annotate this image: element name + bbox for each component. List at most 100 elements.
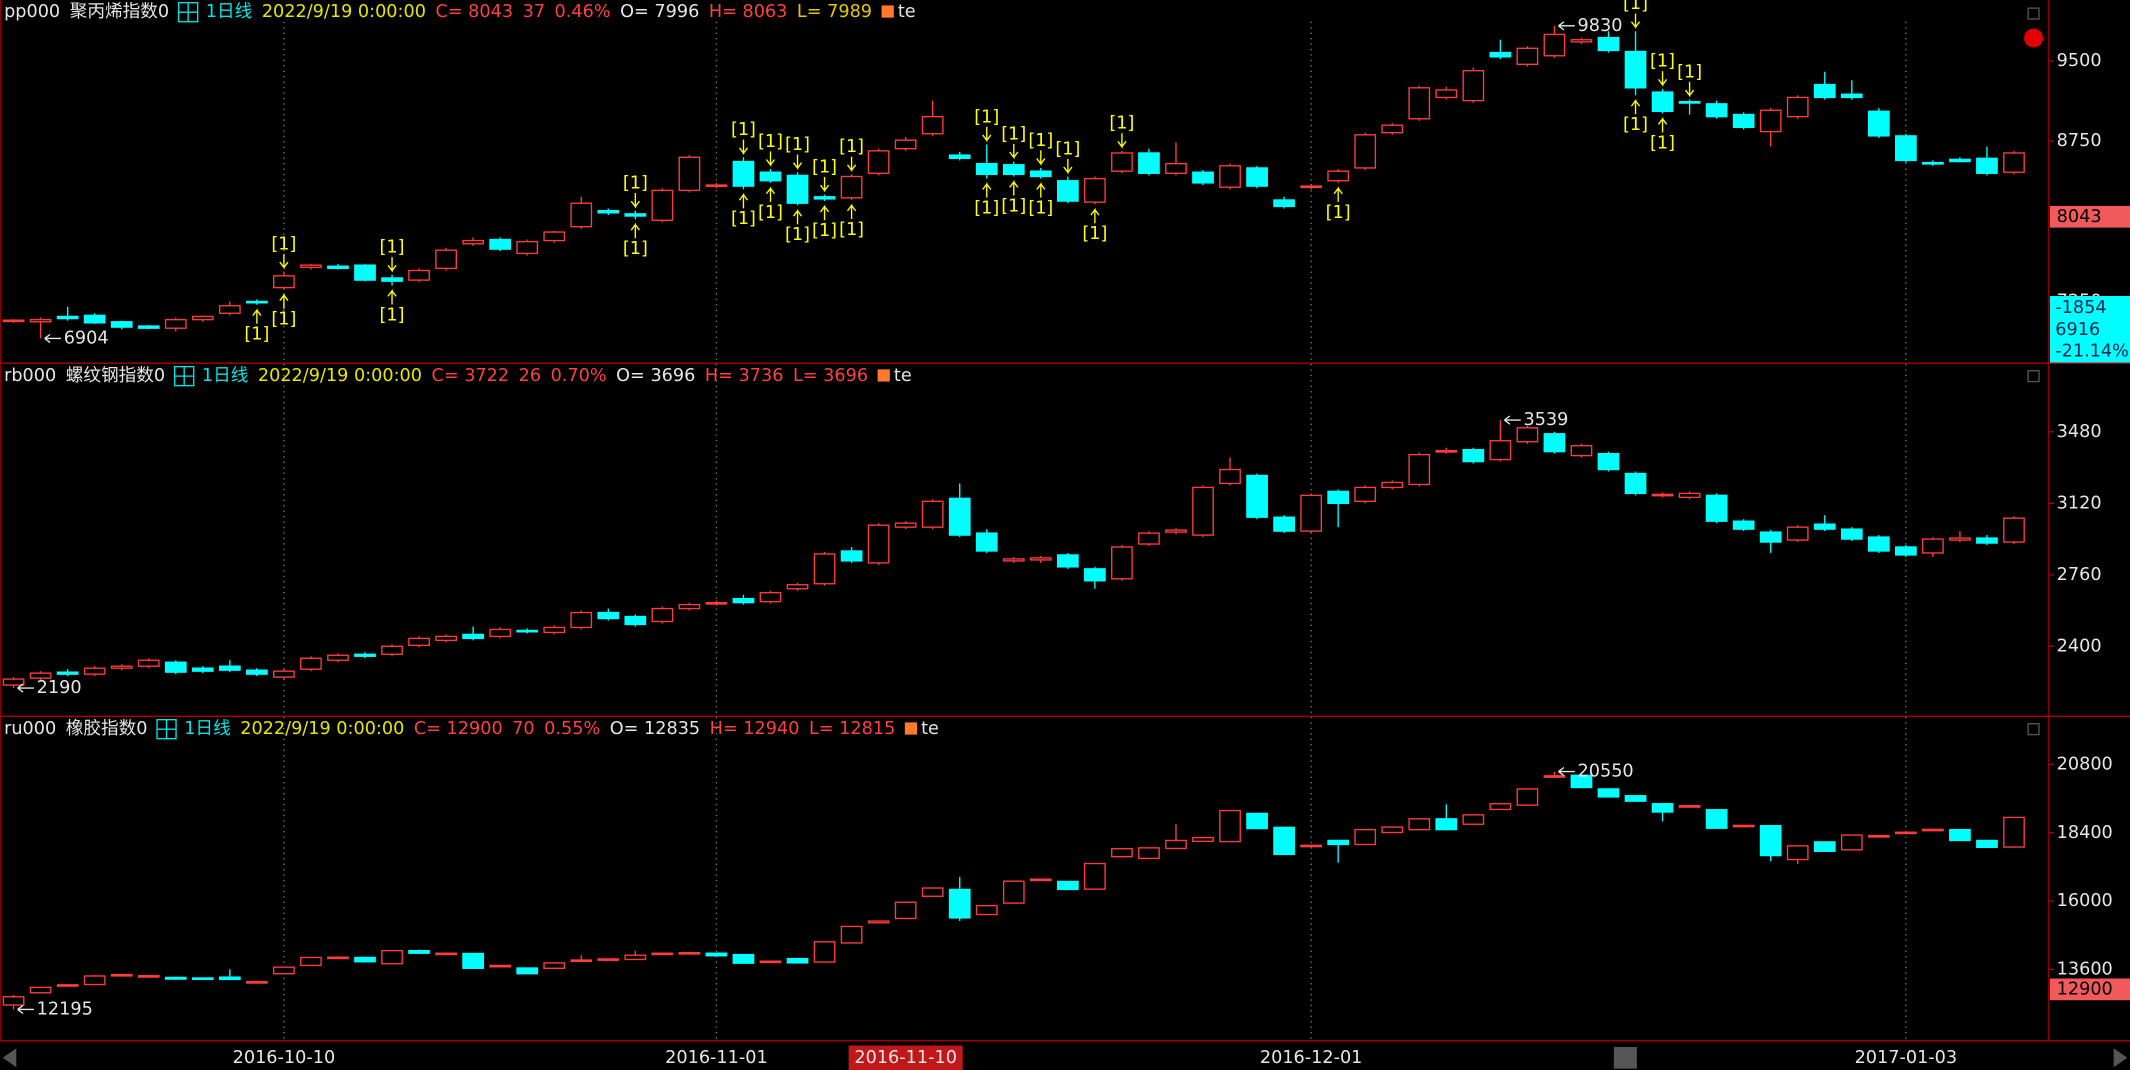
candle-body [732,953,755,964]
panel-button[interactable] [2027,7,2040,20]
candle-body [543,626,566,634]
candle-body [1732,824,1755,828]
scroll-thumb[interactable] [1613,1046,1637,1069]
price-tag [2049,205,2130,228]
sell-signal: [1] [1055,139,1080,159]
sell-signal: [1] [839,137,864,157]
sell-arrow [1117,133,1127,149]
candle-body [975,532,998,552]
scroll-left[interactable] [2,1048,17,1068]
sell-signal: [1] [1650,52,1675,72]
y-tick-label: 16000 [2057,891,2113,911]
candle-body [705,184,728,188]
candle-body [489,964,512,968]
candle-body [246,669,268,675]
candle-body [435,952,457,956]
header-text: 橡胶指数0 [66,718,148,739]
candle-body [1165,839,1187,850]
panel-button[interactable] [2027,723,2040,736]
candle-body [327,265,349,270]
candle-body [1381,826,1404,834]
candle-body [1732,113,1755,129]
candle-body [1084,568,1106,582]
candle-body [489,238,512,250]
buy-arrow [1090,207,1100,224]
candle-body [597,958,620,961]
scroll-right[interactable] [2113,1048,2128,1068]
candle-body [1084,862,1106,890]
candle-body [1894,135,1917,162]
candle-body [786,584,809,590]
buy-signal: [1] [758,203,783,223]
candle-body [1976,157,1998,174]
sell-signal: [1] [1001,124,1026,144]
candle-body [164,976,187,980]
sell-signal: [1] [380,238,405,258]
header-text: ru000 [4,719,56,739]
y-tick-label: 2400 [2057,636,2102,656]
candle-body [1462,814,1485,825]
x-tick-label: 2016-10-10 [233,1048,336,1068]
candle-body [867,150,890,174]
x-tick-label: 2016-12-01 [1260,1048,1363,1068]
sell-arrow [846,156,857,173]
candle-body [1192,486,1214,536]
header-text: 26 [519,366,541,386]
candle-body [408,637,430,647]
candle-body [786,174,809,204]
candle-body [354,653,376,657]
candle-body [1516,47,1539,65]
sell-arrow [1036,150,1046,166]
candle-body [300,657,322,670]
header-text: O= 12835 [610,719,700,739]
buy-arrow [792,208,803,225]
sell-arrow [1657,71,1668,87]
header-text: 0.55% [544,719,600,739]
candle-body [948,888,971,919]
candle-body [164,318,187,329]
candle-body [1300,844,1323,848]
candle-body [759,960,782,964]
candle-body [678,603,701,610]
buy-arrow [1036,182,1046,198]
candle-body [489,628,512,638]
sell-arrow [387,257,397,273]
candle-body [624,954,647,961]
candle-body [1354,828,1377,846]
candle-body [1138,152,1160,174]
candle-body [462,633,485,640]
header-text: 1日线 [206,1,253,22]
candle-body [975,904,998,916]
candle-body [1029,170,1052,178]
candle-body [1408,87,1431,120]
header-text: C= 8043 [435,2,513,22]
candle-body [1705,103,1728,118]
candle-body [813,196,836,200]
header-text: 螺纹钢指数0 [66,365,165,386]
panel-button[interactable] [2027,370,2040,383]
candle-body [1111,546,1133,580]
candle-body [1246,167,1268,187]
candle-body [1327,170,1350,182]
y-tick-label: 13600 [2057,959,2113,979]
candle-body [1219,468,1241,485]
x-tick-label: 2017-01-03 [1855,1048,1958,1068]
buy-arrow [846,203,857,219]
buy-signal: [1] [785,225,810,245]
y-tick-label: 9500 [2057,51,2102,71]
candle-body [678,156,701,192]
candle-body [408,269,430,281]
candle-body [435,249,457,270]
candle-body [1894,831,1917,835]
sell-arrow [765,151,776,167]
candle-body [273,275,295,289]
alert-icon[interactable] [2024,28,2044,48]
candle-body [948,154,971,160]
candle-body [2003,816,2025,848]
candle-body [1624,50,1647,89]
candle-body [1056,880,1079,891]
candle-body [29,672,52,679]
buy-signal: [1] [271,310,296,330]
candle-body [354,264,376,281]
